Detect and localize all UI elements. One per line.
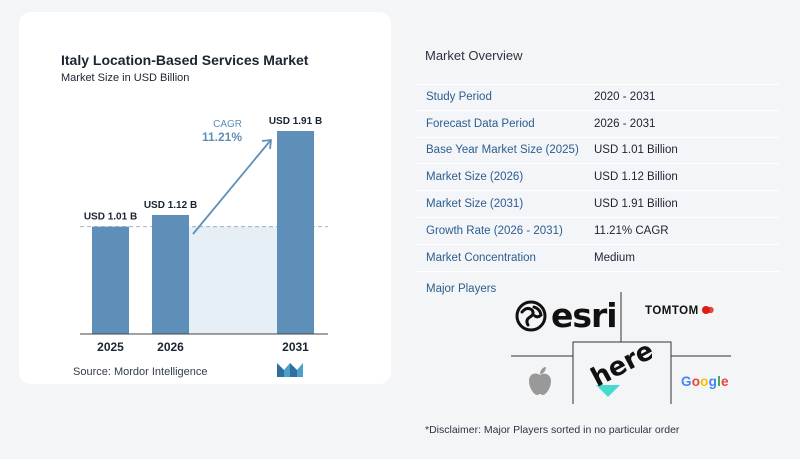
overview-row-label: Market Size (2026) [426,171,524,184]
overview-row-value: 2020 - 2031 [594,91,656,104]
overview-row: Study Period 2020 - 2031 [416,84,780,111]
globe-icon [515,300,547,331]
overview-row: Growth Rate (2026 - 2031) 11.21% CAGR [416,217,780,245]
overview-title: Market Overview [425,48,523,63]
cagr-label: CAGR [213,119,242,130]
cagr-arrow [192,140,271,235]
overview-row: Market Size (2026) USD 1.12 Billion [416,164,780,192]
x-tick-2025: 2025 [97,340,124,354]
data-label-2025: USD 1.01 B [84,212,137,223]
data-label-2026: USD 1.12 B [144,200,197,211]
overview-row: Market Concentration Medium [416,244,780,272]
tomtom-logo: TOMTOM [645,305,715,317]
svg-text:here: here [590,345,652,393]
overview-row-label: Forecast Data Period [426,117,535,130]
here-logo-icon: here [590,345,652,397]
source-note: Source: Mordor Intelligence [73,366,208,378]
cagr-value: 11.21% [202,130,242,144]
overview-row-label: Market Size (2031) [426,198,524,211]
overview-row: Base Year Market Size (2025) USD 1.01 Bil… [416,137,780,165]
growth-band [189,226,277,334]
overview-row-label: Market Concentration [426,251,536,264]
disclaimer: *Disclaimer: Major Players sorted in no … [425,424,680,436]
overview-row-value: USD 1.01 Billion [594,144,678,157]
esri-logo-text: esri [551,296,618,335]
esri-logo: esri [515,296,618,335]
overview-row-label: Growth Rate (2026 - 2031) [426,224,563,237]
cagr-arrowhead-icon [261,139,272,150]
overview-row-value: USD 1.91 Billion [594,198,678,211]
players-grid [511,292,731,404]
overview-row-label: Base Year Market Size (2025) [426,144,579,157]
bar-chart: USD 1.01 B 2025 USD 1.12 B 2026 USD 1.91 B 20… [80,116,328,354]
bar-2031 [277,131,314,334]
overview-row: Forecast Data Period 2026 - 2031 [416,110,780,138]
chart-subtitle: Market Size in USD Billion [61,72,190,84]
chart-title: Italy Location-Based Services Market [61,52,309,68]
overview-row-value: 2026 - 2031 [594,117,656,130]
overview-row-label: Study Period [426,91,492,104]
major-players-title: Major Players [426,283,497,295]
data-label-2031: USD 1.91 B [269,116,322,127]
google-logo: Google [681,374,729,389]
bar-2025 [92,226,129,334]
mordor-intelligence-logo [277,363,303,377]
apple-logo-icon [529,367,551,395]
overview-row-value: Medium [594,251,635,264]
market-overview-table: Study Period 2020 - 2031 Forecast Data Per… [416,84,780,272]
tomtom-logo-text: TOMTOM [645,305,699,317]
overview-row: Market Size (2031) USD 1.91 Billion [416,191,780,218]
bar-2026 [152,214,189,334]
overview-row-value: USD 1.12 Billion [594,171,678,184]
overview-row-value: 11.21% CAGR [594,224,669,237]
x-tick-2031: 2031 [282,340,309,354]
tomtom-mark-icon [702,306,715,314]
x-tick-2026: 2026 [157,340,184,354]
